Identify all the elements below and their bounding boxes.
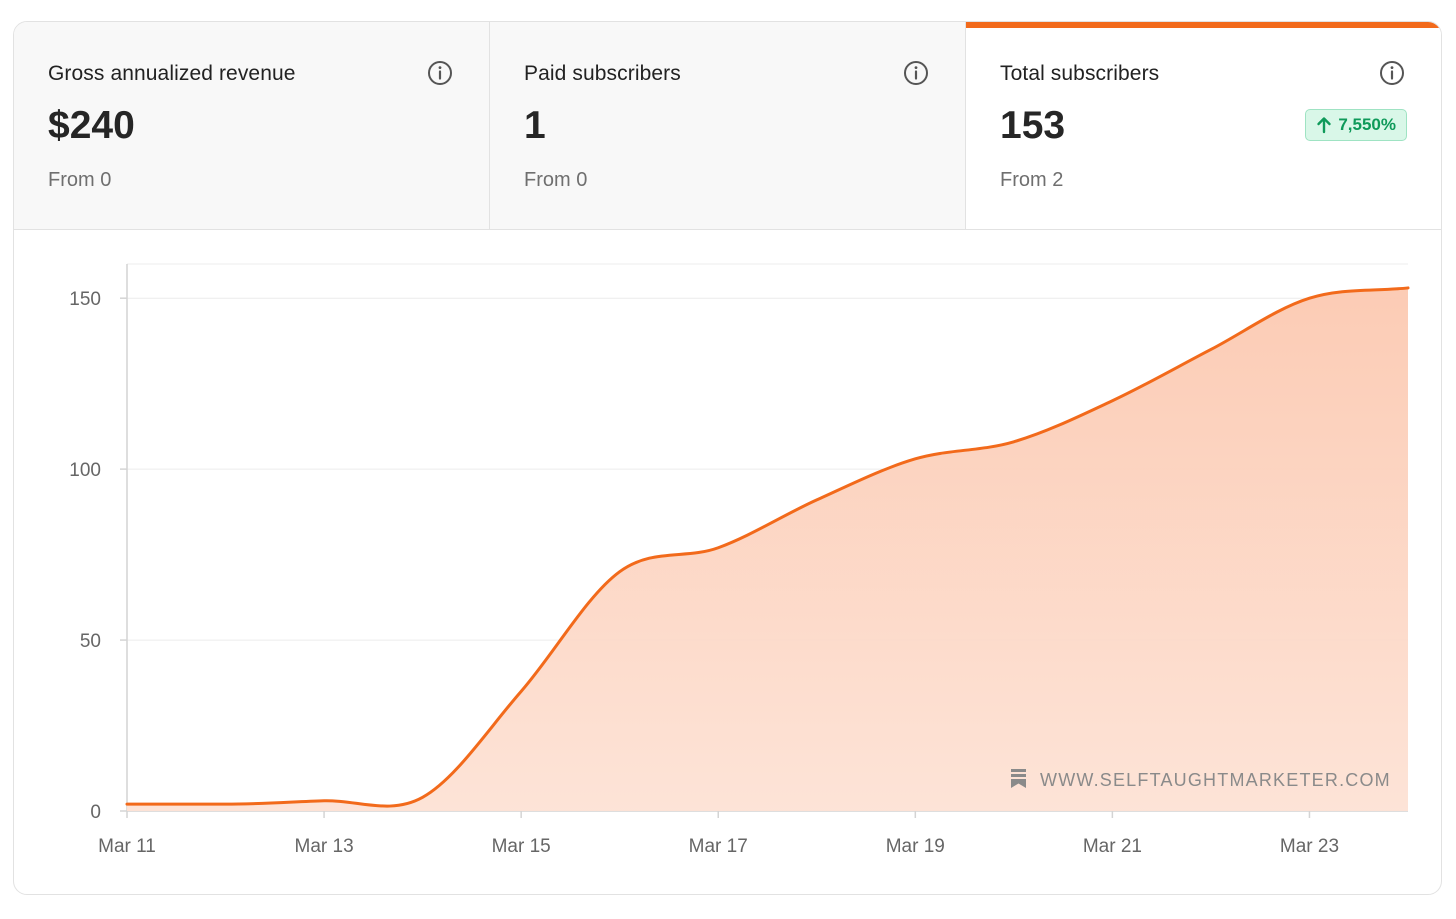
bookmark-icon xyxy=(1011,769,1026,788)
watermark: WWW.SELFTAUGHTMARKETER.COM xyxy=(1011,769,1391,790)
arrow-up-icon xyxy=(1317,117,1332,134)
badge-text: 7,550% xyxy=(1338,115,1396,134)
growth-badge: 7,550% xyxy=(1305,109,1407,141)
stat-gross-annualized-revenue[interactable]: Gross annualized revenue $240 From 0 xyxy=(14,22,490,229)
stat-value: 153 xyxy=(1000,104,1066,147)
y-tick-labels: 0 50 100 150 xyxy=(69,289,101,823)
watermark-text: WWW.SELFTAUGHTMARKETER.COM xyxy=(1040,770,1391,790)
x-tick-label: Mar 13 xyxy=(295,836,354,857)
stats-row: Gross annualized revenue $240 From 0 Pai… xyxy=(14,22,1441,230)
info-icon[interactable] xyxy=(427,60,453,86)
x-tick-label: Mar 21 xyxy=(1083,836,1142,857)
y-tick-label: 100 xyxy=(69,460,101,481)
y-tick-label: 50 xyxy=(80,631,101,652)
y-tick-label: 150 xyxy=(69,289,101,310)
x-tick-label: Mar 15 xyxy=(492,836,551,857)
stat-from: From 0 xyxy=(524,169,588,191)
stat-value: $240 xyxy=(48,104,135,147)
stat-label: Paid subscribers xyxy=(524,62,681,85)
x-tick-label: Mar 19 xyxy=(886,836,945,857)
stat-paid-subscribers[interactable]: Paid subscribers 1 From 0 xyxy=(490,22,966,229)
area-fill xyxy=(127,287,1408,811)
info-icon[interactable] xyxy=(903,60,929,86)
stat-from: From 0 xyxy=(48,169,112,191)
info-icon[interactable] xyxy=(1379,60,1405,86)
stat-total-subscribers[interactable]: Total subscribers 153 7,550% From 2 xyxy=(966,22,1441,229)
stat-from: From 2 xyxy=(1000,169,1064,191)
x-tick-label: Mar 11 xyxy=(98,836,156,857)
stat-value: 1 xyxy=(524,104,546,147)
stat-label: Total subscribers xyxy=(1000,62,1160,85)
stat-label: Gross annualized revenue xyxy=(48,62,296,85)
y-tick-label: 0 xyxy=(90,802,101,823)
x-tick-labels: Mar 11 Mar 13 Mar 15 Mar 17 Mar 19 Mar 21 Mar … xyxy=(98,836,1339,857)
x-tick-label: Mar 23 xyxy=(1280,836,1339,857)
series-line xyxy=(125,286,1410,808)
x-tick-label: Mar 17 xyxy=(689,836,748,857)
